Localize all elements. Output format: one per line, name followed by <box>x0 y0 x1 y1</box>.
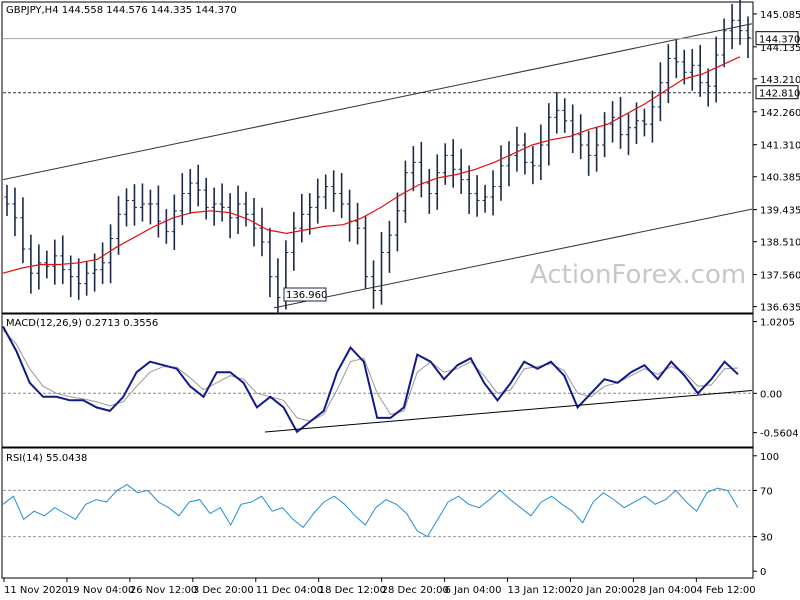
price-ytick-label: 136.635 <box>760 303 800 314</box>
rsi-ytick-label: 30 <box>760 533 773 544</box>
rsi-ytick-label: 0 <box>760 567 766 578</box>
level-price-tag: 142.810 <box>759 89 800 100</box>
moving-average-line <box>2 56 741 274</box>
rsi-line <box>2 484 739 538</box>
rsi-panel-frame <box>1 447 754 579</box>
price-ytick-label: 139.435 <box>760 206 800 217</box>
price-ytick-label: 140.385 <box>760 173 800 184</box>
price-layer: 136.960 <box>2 0 753 314</box>
x-tick-label: 20 Jan 20:00 <box>570 585 633 596</box>
watermark: ActionForex.com <box>530 260 746 290</box>
rsi-ytick-label: 70 <box>760 486 773 497</box>
x-tick-label: 3 Dec 20:00 <box>193 585 254 596</box>
price-panel-title: GBPJPY,H4 144.558 144.576 144.335 144.37… <box>6 5 237 16</box>
price-ytick-label: 143.210 <box>760 75 800 86</box>
rsi-ytick-label: 100 <box>760 452 779 463</box>
macd-ytick-label: -0.5604 <box>760 429 799 440</box>
price-panel-frame <box>1 1 754 314</box>
price-ytick-label: 141.310 <box>760 141 800 152</box>
macd-signal-line <box>2 329 739 422</box>
axes-layer: 145.085 144.135 143.210 142.260 141.310 140.3… <box>3 10 800 596</box>
price-ytick-label: 145.085 <box>760 10 800 21</box>
x-tick-label: 4 Feb 12:00 <box>696 585 755 596</box>
price-ytick-label: 144.135 <box>760 43 800 54</box>
macd-trendline <box>264 389 753 433</box>
x-tick-label: 11 Dec 04:00 <box>256 585 323 596</box>
macd-layer <box>2 326 753 434</box>
macd-panel-title: MACD(12,26,9) 0.2713 0.3556 <box>6 318 158 329</box>
current-price-tag: 144.370 <box>759 35 800 46</box>
x-tick-label: 13 Jan 12:00 <box>508 585 571 596</box>
rsi-layer <box>2 484 752 538</box>
low-label-box <box>283 287 327 302</box>
level-price-tag-box <box>755 85 799 100</box>
x-tick-label: 18 Dec 12:00 <box>319 585 386 596</box>
price-ytick-label: 142.260 <box>760 108 800 119</box>
low-label: 136.960 <box>286 290 327 301</box>
price-ytick-label: 138.510 <box>760 238 800 249</box>
macd-panel-frame <box>1 313 754 448</box>
x-tick-label: 28 Dec 20:00 <box>382 585 449 596</box>
channel-upper-line <box>2 23 753 181</box>
x-tick-label: 28 Jan 04:00 <box>633 585 696 596</box>
x-tick-label: 6 Jan 04:00 <box>445 585 502 596</box>
rsi-panel-title: RSI(14) 55.0438 <box>6 453 87 464</box>
x-tick-label: 26 Nov 12:00 <box>130 585 197 596</box>
x-tick-label: 11 Nov 2020 <box>4 585 68 596</box>
macd-line <box>2 326 739 434</box>
price-ytick-label: 137.560 <box>760 271 800 282</box>
channel-lower-line <box>273 208 753 309</box>
macd-ytick-label: 0.00 <box>760 389 782 400</box>
current-price-tag-box <box>755 31 799 46</box>
macd-ytick-label: 1.0205 <box>760 318 795 329</box>
x-tick-label: 19 Nov 04:00 <box>67 585 134 596</box>
